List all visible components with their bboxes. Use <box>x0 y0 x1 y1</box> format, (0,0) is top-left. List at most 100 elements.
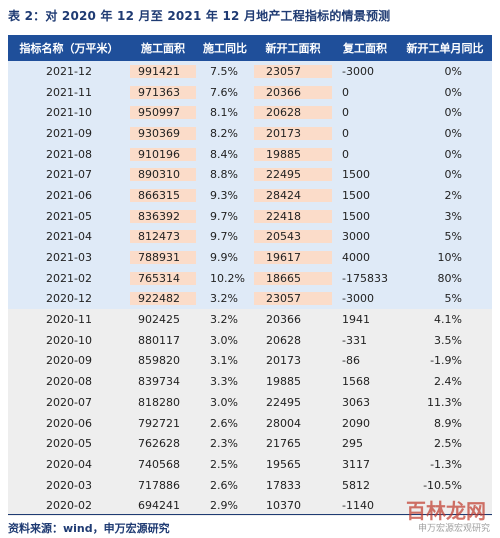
cell-construction-yoy: 3.2% <box>210 313 238 327</box>
cell-new-starts-mom: 3% <box>444 209 462 223</box>
cell-new-starts: 20173 <box>266 354 301 368</box>
cell-construction-yoy: 2.6% <box>210 416 238 430</box>
cell-new-starts: 10370 <box>266 499 301 513</box>
cell-new-starts: 22418 <box>254 209 332 223</box>
cell-date: 2021-10 <box>46 106 92 120</box>
table-row: 2021-08 910196 8.4% 19885 0 0% <box>8 143 492 165</box>
cell-construction-yoy: 7.5% <box>210 64 238 78</box>
cell-resumed-area: 0 <box>342 126 349 140</box>
cell-date: 2020-07 <box>46 395 92 409</box>
cell-resumed-area: 0 <box>342 85 349 99</box>
cell-new-starts: 20628 <box>254 106 332 120</box>
table-row: 2021-11 971363 7.6% 20366 0 0% <box>8 81 492 103</box>
cell-resumed-area: 1941 <box>342 313 370 327</box>
cell-construction-yoy: 2.5% <box>210 457 238 471</box>
cell-construction-area: 762628 <box>138 437 180 451</box>
cell-resumed-area: -3000 <box>342 64 374 78</box>
cell-construction-area: 866315 <box>130 188 196 202</box>
cell-date: 2020-03 <box>46 478 92 492</box>
cell-resumed-area: 1500 <box>342 209 370 223</box>
cell-new-starts: 23057 <box>254 64 332 78</box>
watermark-subtext: 申万宏源宏观研究 <box>417 524 490 534</box>
cell-new-starts-mom: -10.5% <box>423 478 462 492</box>
table-row: 2021-03 788931 9.9% 19617 4000 10% <box>8 247 492 268</box>
cell-new-starts-mom: 2.4% <box>434 375 462 389</box>
cell-new-starts-mom: 2.5% <box>434 437 462 451</box>
cell-construction-yoy: 3.1% <box>210 354 238 368</box>
cell-new-starts: 20366 <box>266 313 301 327</box>
forecast-table: 指标名称（万平米） 施工面积 施工同比 新开工面积 复工面积 新开工单月同比 2… <box>8 35 492 517</box>
cell-construction-yoy: 8.2% <box>210 126 238 140</box>
table-body: 2021-12 991421 7.5% 23057 -3000 0% 2021-11 9713… <box>8 61 492 517</box>
cell-resumed-area: 3000 <box>342 230 370 244</box>
cell-new-starts-mom: 0% <box>444 126 462 140</box>
header-construction-area: 施工面积 <box>141 42 185 55</box>
cell-new-starts-mom: 0% <box>444 85 462 99</box>
cell-resumed-area: 0 <box>342 147 349 161</box>
cell-new-starts: 20543 <box>254 230 332 244</box>
cell-date: 2021-12 <box>46 64 92 78</box>
cell-date: 2021-09 <box>46 126 92 140</box>
table-row: 2021-07 890310 8.8% 22495 1500 0% <box>8 164 492 186</box>
cell-construction-area: 910196 <box>130 147 196 161</box>
cell-construction-area: 740568 <box>138 457 180 471</box>
cell-date: 2020-05 <box>46 437 92 451</box>
cell-new-starts: 19885 <box>254 147 332 161</box>
cell-construction-yoy: 7.6% <box>210 85 238 99</box>
cell-new-starts-mom: 10% <box>437 251 462 265</box>
cell-resumed-area: 0 <box>342 106 349 120</box>
cell-new-starts-mom: 5% <box>444 292 462 306</box>
cell-date: 2020-11 <box>46 313 92 327</box>
table-row: 2020-12 922482 3.2% 23057 -3000 5% <box>8 288 492 310</box>
cell-construction-area: 836392 <box>130 209 196 223</box>
cell-construction-area: 818280 <box>138 395 180 409</box>
cell-construction-yoy: 3.0% <box>210 395 238 409</box>
cell-date: 2020-09 <box>46 354 92 368</box>
cell-resumed-area: 5812 <box>342 478 370 492</box>
cell-date: 2021-03 <box>46 251 92 265</box>
cell-new-starts: 23057 <box>254 292 332 306</box>
cell-new-starts: 20366 <box>254 85 332 99</box>
cell-resumed-area: -331 <box>342 333 367 347</box>
cell-construction-area: 902425 <box>138 313 180 327</box>
cell-date: 2020-10 <box>46 333 92 347</box>
cell-construction-area: 812473 <box>130 230 196 244</box>
table-row: 2021-04 812473 9.7% 20543 3000 5% <box>8 226 492 248</box>
cell-new-starts-mom: 5% <box>444 230 462 244</box>
cell-construction-yoy: 3.2% <box>210 292 238 306</box>
cell-new-starts-mom: 11.3% <box>427 395 462 409</box>
table-row: 2020-02 694241 2.9% 10370 -1140 <box>8 495 492 517</box>
cell-construction-yoy: 3.3% <box>210 375 238 389</box>
cell-date: 2020-12 <box>46 292 92 306</box>
cell-new-starts-mom: 80% <box>437 271 462 285</box>
cell-new-starts-mom: 3.5% <box>434 333 462 347</box>
header-new-starts-mom: 新开工单月同比 <box>406 42 484 55</box>
cell-new-starts: 20628 <box>266 333 301 347</box>
table-row: 2021-12 991421 7.5% 23057 -3000 0% <box>8 61 492 82</box>
cell-construction-area: 788931 <box>130 251 196 265</box>
table-row: 2021-05 836392 9.7% 22418 1500 3% <box>8 205 492 227</box>
cell-date: 2021-02 <box>46 271 92 285</box>
cell-construction-area: 839734 <box>138 375 180 389</box>
cell-date: 2021-04 <box>46 230 92 244</box>
cell-new-starts: 17833 <box>266 478 301 492</box>
cell-new-starts: 20173 <box>254 126 332 140</box>
cell-construction-area: 991421 <box>130 64 196 78</box>
cell-construction-yoy: 2.6% <box>210 478 238 492</box>
cell-resumed-area: -3000 <box>342 292 374 306</box>
cell-construction-yoy: 2.3% <box>210 437 238 451</box>
cell-resumed-area: 1500 <box>342 168 370 182</box>
cell-new-starts: 22495 <box>254 168 332 182</box>
watermark-logo: 百林龙网 <box>406 499 486 523</box>
cell-construction-yoy: 8.1% <box>210 106 238 120</box>
cell-new-starts: 28424 <box>254 188 332 202</box>
header-new-starts: 新开工面积 <box>265 42 321 55</box>
cell-construction-area: 950997 <box>130 106 196 120</box>
cell-new-starts: 21765 <box>266 437 301 451</box>
cell-construction-yoy: 3.0% <box>210 333 238 347</box>
cell-new-starts-mom: 8.9% <box>434 416 462 430</box>
cell-construction-yoy: 9.9% <box>210 251 238 265</box>
cell-resumed-area: 3117 <box>342 457 370 471</box>
footer-divider <box>8 514 492 515</box>
cell-construction-area: 717886 <box>138 478 180 492</box>
